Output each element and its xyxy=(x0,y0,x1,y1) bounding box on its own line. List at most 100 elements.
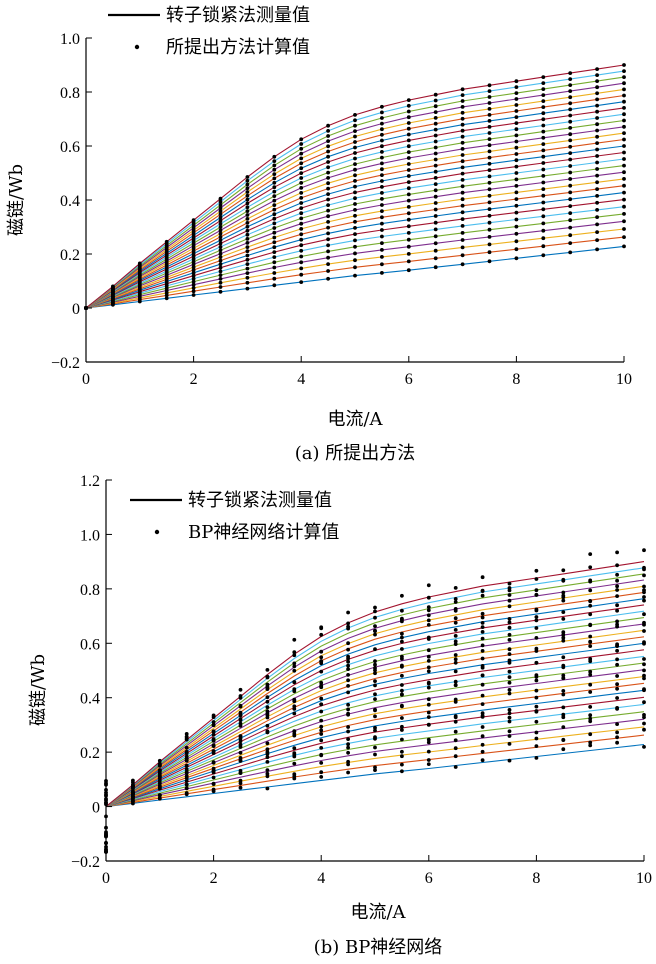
data-point xyxy=(588,690,593,694)
data-point xyxy=(588,599,593,604)
data-point xyxy=(346,762,350,767)
data-point xyxy=(642,598,646,603)
data-point xyxy=(299,243,304,248)
data-point xyxy=(406,180,411,185)
data-point xyxy=(433,194,438,199)
data-point xyxy=(292,729,297,733)
data-point xyxy=(265,695,270,700)
data-point xyxy=(299,227,304,231)
data-point xyxy=(299,216,304,221)
data-point xyxy=(157,761,162,766)
y-tick-label: 0.4 xyxy=(60,193,80,210)
data-point xyxy=(507,638,512,642)
data-point xyxy=(534,593,539,597)
data-point xyxy=(400,608,404,613)
data-point xyxy=(245,224,250,229)
data-point xyxy=(460,210,465,215)
data-point xyxy=(272,172,277,177)
data-point xyxy=(265,750,270,754)
data-point xyxy=(218,225,223,230)
data-point xyxy=(380,144,384,149)
data-point xyxy=(326,160,330,164)
data-point xyxy=(406,244,411,249)
data-point xyxy=(622,212,626,216)
data-point xyxy=(426,758,431,762)
data-point xyxy=(568,170,573,175)
data-point xyxy=(514,109,519,113)
data-point xyxy=(426,710,431,715)
data-point xyxy=(541,207,546,212)
data-point xyxy=(595,247,599,252)
data-point xyxy=(615,619,619,624)
data-point xyxy=(406,224,411,229)
data-point xyxy=(622,99,626,104)
data-point xyxy=(292,637,297,642)
data-point xyxy=(346,711,350,716)
data-point xyxy=(561,590,566,595)
data-point xyxy=(218,196,223,201)
data-point xyxy=(400,673,404,678)
data-point xyxy=(184,786,189,791)
data-point xyxy=(426,648,431,653)
data-point xyxy=(218,245,223,249)
data-point xyxy=(265,760,270,764)
x-tick-label: 0 xyxy=(82,371,90,388)
data-point xyxy=(272,154,277,159)
data-point xyxy=(353,145,357,150)
data-point xyxy=(353,123,357,128)
data-point xyxy=(272,250,277,255)
data-point xyxy=(380,116,384,120)
data-point xyxy=(622,81,626,86)
data-point xyxy=(406,121,411,125)
data-point xyxy=(245,253,250,258)
data-point xyxy=(534,695,539,700)
x-tick-label: 6 xyxy=(425,870,433,887)
data-point xyxy=(568,83,573,87)
data-point xyxy=(265,747,270,752)
data-point xyxy=(299,254,304,259)
data-point xyxy=(514,190,519,195)
data-point xyxy=(272,176,277,181)
data-point xyxy=(568,157,573,162)
data-point xyxy=(460,153,465,157)
data-point xyxy=(353,265,357,270)
data-point xyxy=(453,653,458,657)
data-point xyxy=(541,228,546,233)
data-point xyxy=(534,649,539,653)
data-point xyxy=(595,85,599,90)
data-point xyxy=(642,620,646,625)
data-point xyxy=(480,749,485,754)
data-point xyxy=(588,634,593,639)
data-point xyxy=(326,214,330,219)
data-point xyxy=(292,653,297,658)
data-point xyxy=(541,117,546,122)
data-point xyxy=(184,750,189,754)
data-point xyxy=(514,139,519,144)
panel-a-legend: 转子锁紧法测量值 所提出方法计算值 xyxy=(108,5,310,58)
data-point xyxy=(460,203,465,208)
data-point xyxy=(292,761,297,766)
data-point xyxy=(346,659,350,664)
data-point xyxy=(568,126,573,130)
y-tick-label: 0 xyxy=(72,301,80,318)
data-point xyxy=(568,211,573,216)
data-point xyxy=(164,296,169,301)
data-point xyxy=(453,754,458,759)
data-point xyxy=(346,667,350,671)
data-point xyxy=(191,276,196,281)
data-point xyxy=(191,218,196,223)
data-point xyxy=(595,73,599,77)
data-point xyxy=(400,769,404,774)
data-point xyxy=(460,147,465,151)
data-point xyxy=(346,610,350,615)
data-point xyxy=(595,215,599,220)
data-point xyxy=(346,624,350,629)
y-tick-label: 0.4 xyxy=(80,691,100,708)
data-point xyxy=(218,203,223,207)
data-point xyxy=(595,154,599,158)
data-point xyxy=(373,708,377,713)
data-point xyxy=(326,225,330,230)
data-point xyxy=(622,69,626,73)
data-point xyxy=(433,139,438,144)
data-point xyxy=(184,771,189,775)
